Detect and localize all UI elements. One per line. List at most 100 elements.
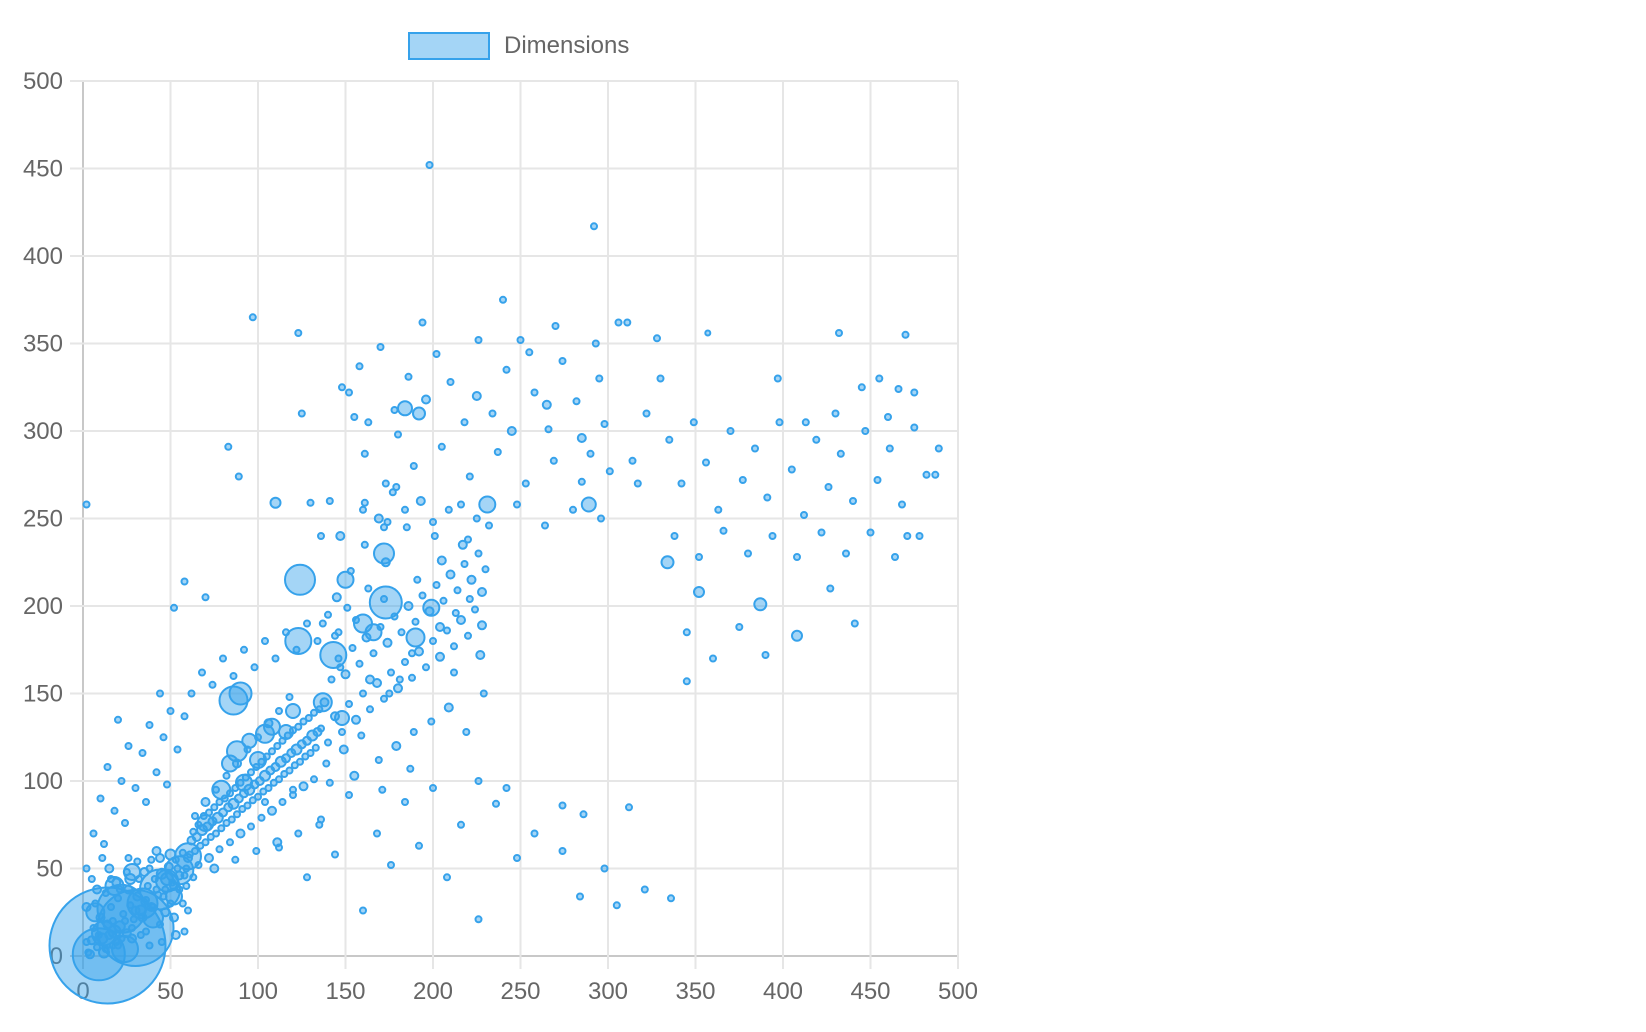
bubble-point[interactable] bbox=[107, 903, 115, 911]
bubble-point[interactable] bbox=[330, 711, 340, 722]
bubble-point[interactable] bbox=[170, 603, 178, 612]
bubble-point[interactable] bbox=[471, 605, 479, 614]
bubble-point[interactable] bbox=[114, 894, 122, 903]
bubble-point[interactable] bbox=[544, 425, 553, 434]
bubble-point[interactable] bbox=[187, 689, 196, 698]
bubble-point[interactable] bbox=[513, 500, 521, 509]
bubble-point[interactable] bbox=[325, 497, 334, 505]
bubble-point[interactable] bbox=[481, 565, 490, 574]
bubble-point[interactable] bbox=[156, 920, 164, 929]
bubble-point[interactable] bbox=[763, 493, 772, 502]
bubble-point[interactable] bbox=[325, 778, 334, 787]
bubble-point[interactable] bbox=[801, 418, 810, 427]
bubble-point[interactable] bbox=[93, 943, 101, 952]
bubble-point[interactable] bbox=[380, 694, 388, 703]
bubble-point[interactable] bbox=[208, 680, 217, 689]
bubble-point[interactable] bbox=[915, 532, 924, 540]
bubble-point[interactable] bbox=[206, 833, 215, 841]
bubble-point[interactable] bbox=[857, 383, 866, 392]
bubble-point[interactable] bbox=[143, 882, 152, 890]
bubble-point[interactable] bbox=[159, 892, 168, 901]
bubble-point[interactable] bbox=[96, 794, 105, 803]
bubble-point[interactable] bbox=[131, 784, 140, 792]
bubble-point[interactable] bbox=[472, 514, 481, 523]
bubble-point[interactable] bbox=[334, 654, 343, 663]
bubble-point[interactable] bbox=[406, 764, 415, 773]
bubble-point[interactable] bbox=[147, 855, 156, 864]
bubble-point[interactable] bbox=[124, 742, 133, 750]
bubble-point[interactable] bbox=[499, 295, 507, 304]
bubble-point[interactable] bbox=[257, 757, 266, 766]
bubble-point[interactable] bbox=[478, 495, 497, 514]
bubble-point[interactable] bbox=[247, 768, 255, 777]
bubble-point[interactable] bbox=[82, 864, 91, 873]
bubble-point[interactable] bbox=[84, 948, 93, 957]
bubble-point[interactable] bbox=[462, 728, 471, 736]
bubble-point[interactable] bbox=[286, 748, 297, 758]
bubble-point[interactable] bbox=[409, 462, 418, 470]
bubble-point[interactable] bbox=[159, 733, 168, 742]
bubble-point[interactable] bbox=[299, 717, 308, 726]
bubble-point[interactable] bbox=[373, 513, 384, 524]
bubble-point[interactable] bbox=[280, 770, 289, 778]
bubble-point[interactable] bbox=[151, 846, 162, 856]
bubble-point[interactable] bbox=[591, 339, 600, 348]
bubble-point[interactable] bbox=[268, 747, 276, 756]
bubble-point[interactable] bbox=[670, 532, 679, 540]
bubble-point[interactable] bbox=[360, 449, 369, 458]
bubble-point[interactable] bbox=[492, 799, 500, 808]
bubble-point[interactable] bbox=[278, 736, 287, 745]
bubble-point[interactable] bbox=[439, 596, 448, 605]
bubble-point[interactable] bbox=[457, 820, 465, 829]
bubble-point[interactable] bbox=[910, 423, 919, 432]
bubble-point[interactable] bbox=[435, 622, 445, 632]
bubble-point[interactable] bbox=[394, 430, 402, 439]
bubble-point[interactable] bbox=[704, 329, 712, 337]
bubble-point[interactable] bbox=[283, 731, 292, 740]
bubble-point[interactable] bbox=[257, 813, 266, 822]
bubble-point[interactable] bbox=[319, 697, 330, 708]
bubble-point[interactable] bbox=[660, 555, 675, 570]
bubble-point[interactable] bbox=[110, 806, 119, 815]
bubble-point[interactable] bbox=[761, 651, 770, 659]
bubble-point[interactable] bbox=[82, 500, 91, 509]
bubble-point[interactable] bbox=[171, 855, 180, 864]
bubble-point[interactable] bbox=[247, 822, 255, 831]
bubble-point[interactable] bbox=[226, 789, 234, 798]
bubble-point[interactable] bbox=[133, 857, 142, 866]
bubble-point[interactable] bbox=[392, 483, 401, 491]
bubble-point[interactable] bbox=[94, 931, 103, 939]
bubble-point[interactable] bbox=[149, 903, 157, 911]
bubble-point[interactable] bbox=[227, 815, 236, 824]
bubble-point[interactable] bbox=[521, 479, 530, 488]
bubble-point[interactable] bbox=[335, 531, 346, 541]
bubble-point[interactable] bbox=[380, 595, 388, 603]
bubble-point[interactable] bbox=[413, 575, 422, 584]
bubble-point[interactable] bbox=[166, 707, 175, 715]
bubble-point[interactable] bbox=[346, 567, 355, 575]
bubble-point[interactable] bbox=[432, 350, 441, 358]
bubble-point[interactable] bbox=[254, 733, 262, 742]
bubble-point[interactable] bbox=[136, 931, 145, 939]
bubble-point[interactable] bbox=[317, 724, 325, 733]
bubble-point[interactable] bbox=[311, 743, 320, 752]
bubble-point[interactable] bbox=[408, 673, 416, 682]
bubble-point[interactable] bbox=[744, 549, 752, 558]
bubble-point[interactable] bbox=[191, 812, 199, 820]
bubble-point[interactable] bbox=[284, 563, 316, 596]
bubble-point[interactable] bbox=[263, 718, 274, 729]
bubble-point[interactable] bbox=[424, 606, 435, 617]
bubble-point[interactable] bbox=[248, 313, 257, 322]
bubble-point[interactable] bbox=[445, 569, 456, 580]
bubble-point[interactable] bbox=[101, 889, 110, 897]
bubble-point[interactable] bbox=[100, 840, 108, 848]
bubble-point[interactable] bbox=[385, 689, 394, 698]
bubble-point[interactable] bbox=[89, 924, 98, 932]
bubble-point[interactable] bbox=[212, 785, 220, 794]
bubble-point[interactable] bbox=[264, 784, 273, 792]
bubble-point[interactable] bbox=[361, 632, 372, 643]
bubble-point[interactable] bbox=[910, 388, 919, 397]
bubble-point[interactable] bbox=[302, 735, 312, 746]
bubble-point[interactable] bbox=[199, 812, 208, 820]
bubble-point[interactable] bbox=[142, 798, 150, 806]
